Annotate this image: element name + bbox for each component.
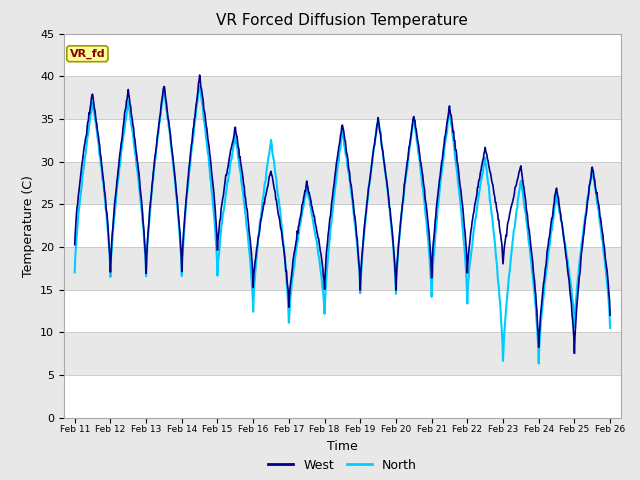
North [166,131,173,137]
West [570,350,578,356]
North [71,269,79,275]
North [141,247,148,253]
Bar [64,34,621,76]
Bar [64,76,621,119]
Bar [64,0,621,34]
Line: West: West [75,75,610,353]
Bar [64,204,621,247]
West [196,72,204,78]
North [474,202,481,207]
Bar [64,119,621,162]
West [427,259,435,264]
Bar [64,332,621,375]
Text: VR_fd: VR_fd [70,48,105,59]
West [334,148,342,154]
Y-axis label: Temperature (C): Temperature (C) [22,175,35,276]
West [474,185,481,191]
Bar [64,247,621,289]
North [251,275,259,280]
Legend: West, North: West, North [263,454,422,477]
North [535,360,543,366]
West [606,312,614,318]
West [71,242,79,248]
North [427,278,435,284]
Bar [64,375,621,418]
North [334,160,342,166]
North [606,325,614,331]
X-axis label: Time: Time [327,440,358,453]
West [166,129,173,134]
West [141,242,148,248]
West [251,259,259,265]
Title: VR Forced Diffusion Temperature: VR Forced Diffusion Temperature [216,13,468,28]
North [196,83,204,89]
Line: North: North [75,86,610,363]
Bar [64,289,621,332]
Bar [64,162,621,204]
